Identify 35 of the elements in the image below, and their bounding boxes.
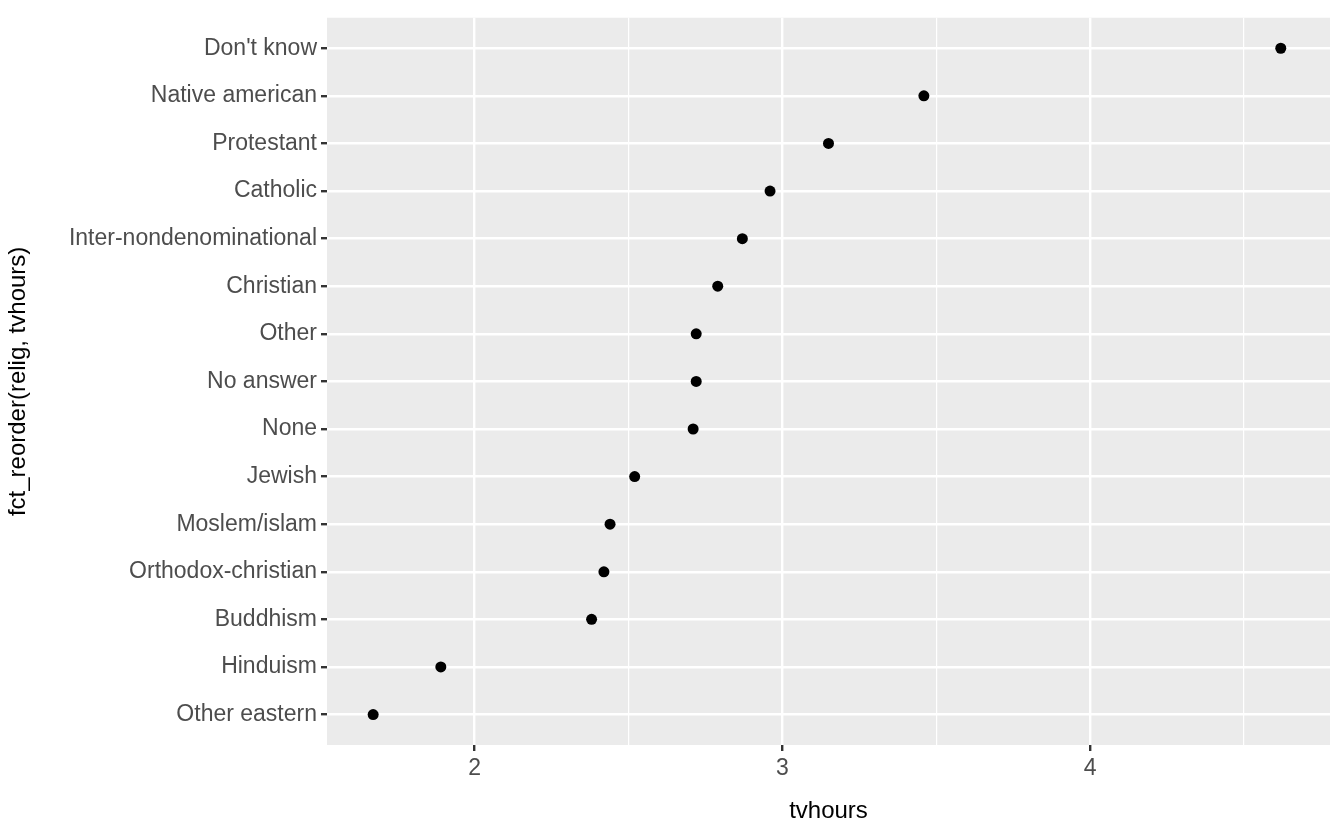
- point: [823, 137, 834, 149]
- x-tick-label: 3: [775, 754, 789, 781]
- point: [629, 471, 641, 483]
- y-tick-label: Other: [259, 319, 318, 346]
- point: [918, 90, 930, 102]
- y-tick-label: Inter-nondenominational: [68, 223, 317, 250]
- y-tick-label: No answer: [207, 366, 318, 393]
- y-tick-label: Don't know: [203, 33, 318, 60]
- y-tick-label: Moslem/islam: [176, 509, 317, 536]
- point: [712, 280, 724, 292]
- y-tick-label: Native american: [150, 81, 317, 108]
- point: [1275, 42, 1287, 54]
- point: [586, 613, 598, 625]
- y-tick-label: Orthodox-christian: [129, 557, 317, 584]
- point: [367, 709, 379, 721]
- point: [604, 518, 616, 530]
- point: [690, 375, 702, 387]
- y-tick-label: None: [262, 414, 317, 441]
- y-tick-label: Hinduism: [221, 652, 317, 679]
- point: [736, 233, 748, 245]
- x-tick-label: 4: [1083, 754, 1097, 781]
- point: [690, 328, 702, 340]
- point: [764, 185, 776, 197]
- y-tick-label: Buddhism: [214, 604, 317, 631]
- y-axis-title: fct_reorder(relig, tvhours): [3, 246, 31, 517]
- x-axis-title: tvhours: [789, 796, 868, 824]
- point: [435, 661, 447, 673]
- point: [687, 423, 699, 435]
- y-tick-label: Protestant: [212, 128, 318, 155]
- y-tick-label: Catholic: [233, 176, 317, 203]
- y-tick-label: Other eastern: [176, 699, 317, 726]
- y-tick-label: Jewish: [246, 461, 317, 488]
- x-tick-label: 2: [468, 754, 482, 781]
- y-tick-label: Christian: [226, 271, 317, 298]
- point: [598, 566, 610, 578]
